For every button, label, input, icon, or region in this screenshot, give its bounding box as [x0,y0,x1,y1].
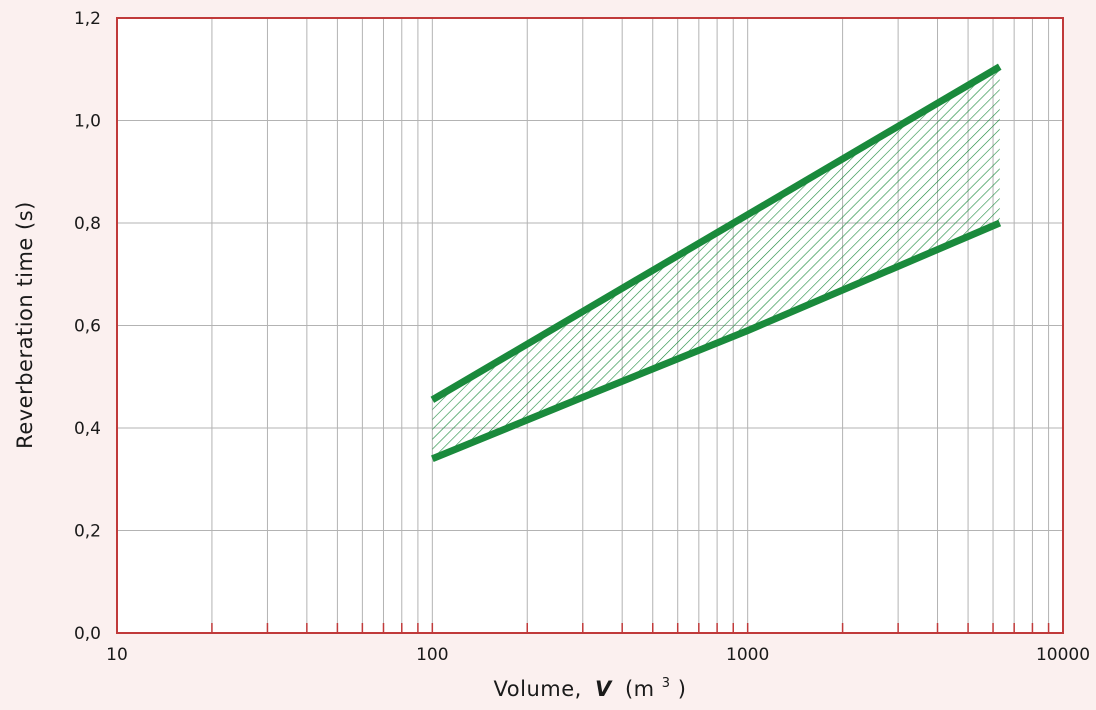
upper-limit-line [430,63,1002,403]
y-axis-title: Reverberation time (s) [13,201,37,449]
x-axis-unit-sup: 3 [662,676,671,691]
x-tick-label: 10000 [1036,645,1090,665]
y-tick-label: 0,0 [74,624,101,644]
hatched-band [432,66,1000,459]
x-axis-title-text: Volume, [494,677,582,701]
tick-labels: 10 100 1000 10000 0,0 0,2 0,4 0,6 0,8 1,0 1,2 [74,9,1090,665]
lower-limit-line [431,219,1002,462]
x-axis-unit-close: ) [678,677,687,701]
x-axis-title: Volume, V (m 3 ) [494,668,687,701]
y-tick-label: 0,2 [74,522,101,542]
y-tick-label: 1,2 [74,9,101,29]
y-tick-label: 1,0 [74,112,101,132]
y-tick-label: 0,6 [74,317,101,337]
x-tick-label: 10 [106,645,128,665]
x-axis-variable: V [595,677,613,701]
x-tick-label: 100 [416,645,448,665]
plot-frame [116,17,1064,634]
y-tick-label: 0,8 [74,214,101,234]
x-tick-label: 1000 [726,645,769,665]
y-tick-label: 0,4 [74,419,101,439]
x-axis-unit-open: (m [625,677,655,701]
axis-ticks [211,623,1050,633]
series-lines [430,63,1002,462]
